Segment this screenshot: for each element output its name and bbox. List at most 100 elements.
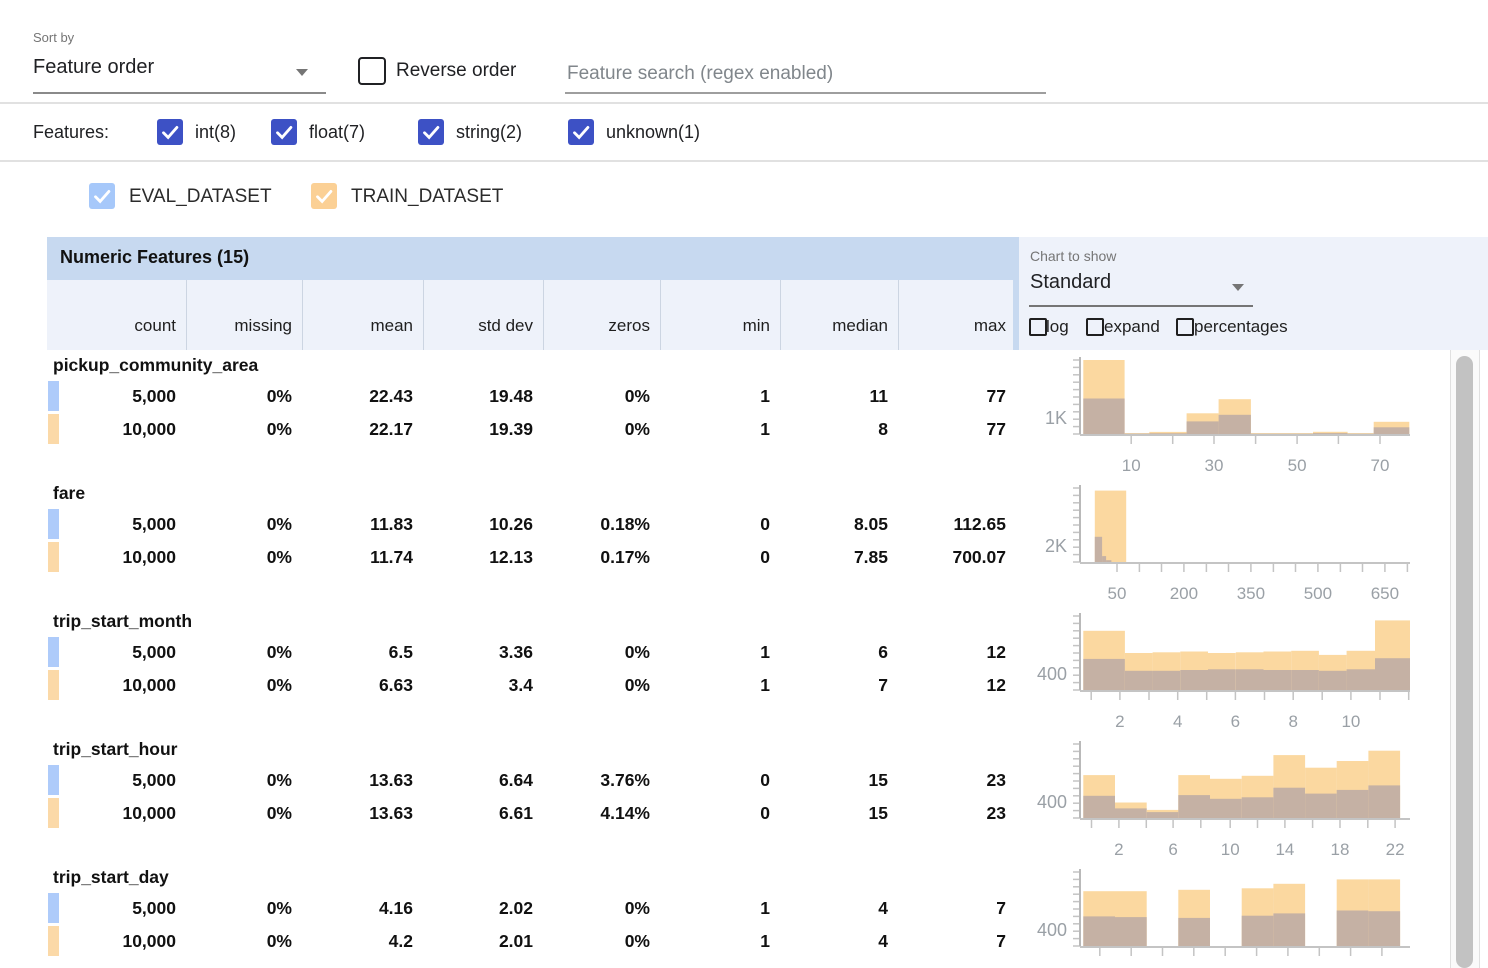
eval-dataset-swatch [48, 509, 59, 539]
svg-text:6: 6 [1168, 840, 1177, 859]
chart-option-label: expand [1104, 317, 1160, 336]
column-header-median: median [832, 316, 888, 335]
train-dataset-swatch [48, 798, 59, 828]
stat-mean: 6.5 [388, 642, 413, 662]
chart-to-show-select[interactable]: Standard [1030, 271, 1112, 293]
histogram-fare: 50 200 350 500 650 2K [1045, 485, 1410, 603]
stat-std-dev: 6.64 [498, 770, 533, 790]
histogram-pickup_community_area: 10 30 50 70 1K [1045, 357, 1410, 475]
stat-missing: 0% [266, 386, 292, 406]
numeric-features-header: Numeric Features (15) [47, 237, 1013, 280]
stat-std-dev: 3.36 [498, 642, 533, 662]
svg-text:400: 400 [1037, 664, 1067, 684]
stat-median: 15 [868, 770, 888, 790]
chart-option-checkbox-percentages[interactable] [1176, 318, 1194, 336]
stat-count: 10,000 [122, 931, 176, 951]
feature-type-checkbox-string[interactable] [418, 119, 444, 145]
eval-stats-row: 5,000 0% 4.16 2.02 0% 1 4 7 [47, 893, 1016, 923]
stat-count: 5,000 [132, 770, 176, 790]
feature-type-checkbox-int[interactable] [157, 119, 183, 145]
stat-mean: 11.83 [370, 514, 413, 534]
chart-option-checkbox-log[interactable] [1029, 318, 1047, 336]
eval-dataset-swatch [48, 381, 59, 411]
stat-missing: 0% [266, 675, 292, 695]
stat-max: 23 [986, 770, 1006, 790]
stat-std-dev: 12.13 [489, 547, 533, 567]
stat-max: 23 [986, 803, 1006, 823]
chevron-down-icon [296, 69, 308, 76]
chart-option-checkbox-expand[interactable] [1086, 318, 1104, 336]
feature-row-fare: fare 5,000 0% 11.83 10.26 0.18% 0 8.05 112.65 10,… [47, 480, 1016, 608]
train-dataset-swatch [48, 926, 59, 956]
stat-missing: 0% [266, 419, 292, 439]
stat-max: 7 [996, 931, 1006, 951]
feature-type-checkbox-unknown[interactable] [568, 119, 594, 145]
stat-min: 1 [760, 419, 770, 439]
stat-mean: 4.16 [378, 898, 413, 918]
feature-type-label: string(2) [456, 122, 523, 142]
stat-max: 700.07 [952, 547, 1006, 567]
numeric-features-title: Numeric Features (15) [60, 247, 250, 267]
stat-min: 0 [760, 803, 770, 823]
stat-count: 5,000 [132, 386, 176, 406]
dataset-checkbox-eval_dataset[interactable] [89, 183, 115, 209]
column-header-missing: missing [234, 316, 292, 335]
stat-min: 0 [760, 547, 770, 567]
svg-text:18: 18 [1331, 840, 1350, 859]
stat-zeros: 3.76% [600, 770, 650, 790]
stat-count: 10,000 [122, 547, 176, 567]
svg-text:500: 500 [1304, 584, 1332, 603]
feature-search-input[interactable] [565, 56, 1047, 92]
eval-stats-row: 5,000 0% 13.63 6.64 3.76% 0 15 23 [47, 765, 1016, 795]
stat-max: 12 [986, 642, 1006, 662]
svg-text:10: 10 [1221, 840, 1240, 859]
stat-missing: 0% [266, 803, 292, 823]
column-header-mean: mean [370, 316, 413, 335]
feature-type-checkbox-float[interactable] [271, 119, 297, 145]
divider [0, 160, 1488, 162]
column-separator [660, 280, 661, 350]
stat-median: 11 [869, 386, 889, 406]
stat-median: 7 [878, 675, 888, 695]
train-stats-row: 10,000 0% 13.63 6.61 4.14% 0 15 23 [47, 798, 1016, 828]
sort-by-select[interactable]: Feature order [33, 56, 326, 92]
histogram-trip_start_month: 2 4 6 8 10 400 [1037, 613, 1410, 731]
search-underline [565, 92, 1046, 94]
reverse-order-checkbox[interactable] [358, 57, 386, 85]
divider [0, 102, 1488, 104]
train-dataset-swatch [48, 414, 59, 444]
stat-count: 5,000 [132, 514, 176, 534]
column-separator [186, 280, 187, 350]
svg-text:2: 2 [1115, 712, 1124, 731]
stat-min: 1 [760, 675, 770, 695]
stat-median: 4 [878, 898, 888, 918]
column-header-zeros: zeros [608, 316, 650, 335]
stat-median: 4 [878, 931, 888, 951]
stat-mean: 13.63 [369, 803, 413, 823]
check-icon [573, 126, 590, 140]
scrollbar-border [1479, 350, 1480, 968]
dataset-checkbox-train_dataset[interactable] [311, 183, 337, 209]
eval-dataset-swatch [48, 765, 59, 795]
eval-stats-row: 5,000 0% 11.83 10.26 0.18% 0 8.05 112.65 [47, 509, 1016, 539]
stat-count: 10,000 [122, 419, 176, 439]
stat-max: 12 [986, 675, 1006, 695]
dataset-label: TRAIN_DATASET [351, 186, 504, 207]
scrollbar-border [1450, 350, 1451, 968]
svg-text:4: 4 [1173, 712, 1182, 731]
check-icon [162, 126, 179, 140]
reverse-order-label: Reverse order [396, 60, 517, 81]
stat-missing: 0% [266, 931, 292, 951]
stat-min: 0 [760, 770, 770, 790]
histogram-trip_start_hour: 2 6 10 14 18 22 400 [1037, 741, 1410, 859]
feature-row-trip_start_hour: trip_start_hour 5,000 0% 13.63 6.64 3.76% 0 15 2… [47, 736, 1016, 864]
scrollbar-thumb[interactable] [1456, 356, 1473, 968]
svg-text:50: 50 [1288, 456, 1307, 475]
stat-min: 1 [760, 898, 770, 918]
check-icon [316, 190, 333, 204]
stat-missing: 0% [266, 898, 292, 918]
check-icon [423, 126, 440, 140]
stat-std-dev: 2.01 [498, 931, 533, 951]
train-stats-row: 10,000 0% 6.63 3.4 0% 1 7 12 [47, 670, 1016, 700]
